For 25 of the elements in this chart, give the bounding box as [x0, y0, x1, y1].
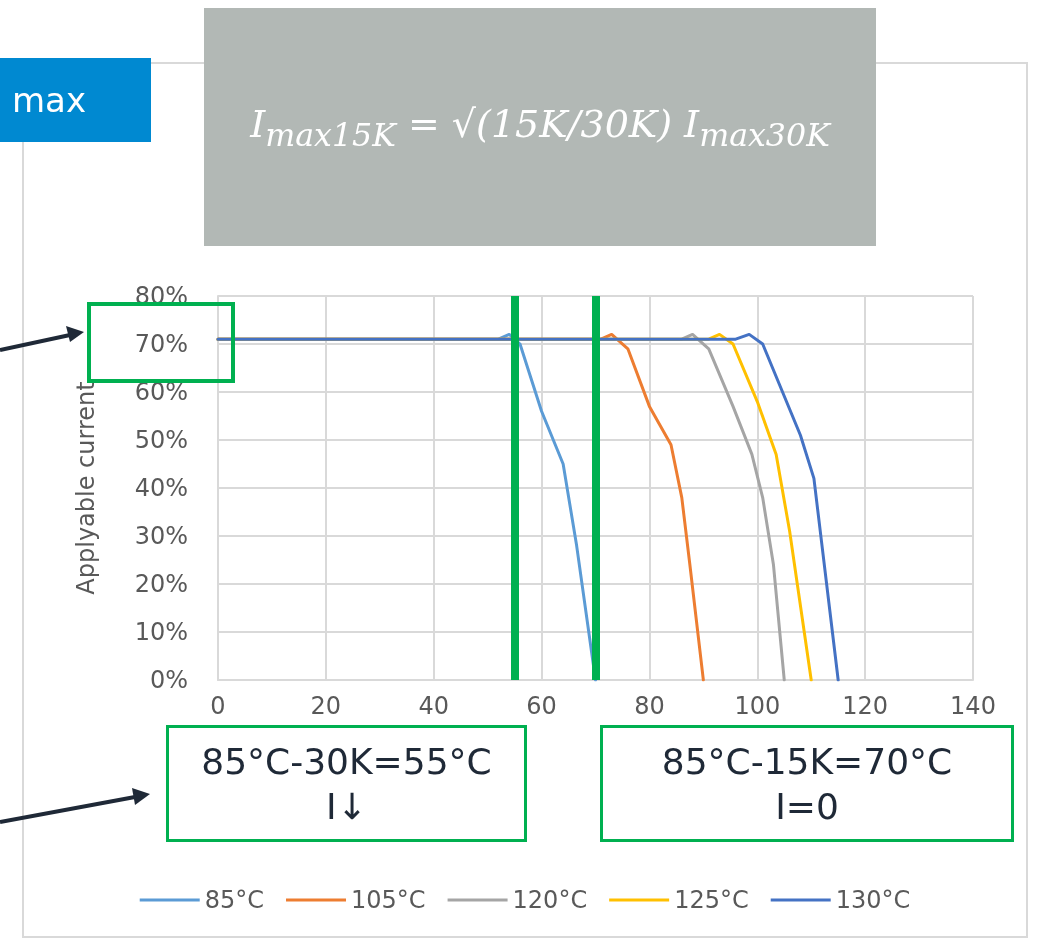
text: I$_{max15K}$ = √(15K/30K) I$_{max30K}$	[250, 101, 830, 153]
legend-label: 130°C	[835, 886, 911, 914]
x-tick-label: 100	[734, 692, 781, 720]
text: 85°C-15K=70°C I=0	[661, 739, 953, 829]
x-tick-label: 140	[950, 692, 996, 720]
y-tick-label: 50%	[134, 426, 188, 454]
x-tick-label: 60	[526, 692, 557, 720]
x-tick-label: 20	[310, 692, 342, 720]
y-axis-title: Applyable current	[72, 381, 100, 595]
legend-label: 120°C	[512, 886, 588, 914]
x-tick-label: 80	[634, 692, 665, 720]
y-tick-label: 10%	[134, 618, 188, 646]
y-tick-label: 30%	[134, 522, 188, 550]
y-tick-label: 70%	[134, 330, 188, 358]
legend-label: 125°C	[674, 886, 749, 914]
text: max	[12, 80, 87, 120]
x-tick-label: 0	[210, 692, 226, 720]
legend-label: 85°C	[204, 886, 265, 914]
y-tick-label: 0%	[149, 666, 188, 694]
text: 85°C-30K=55°C I↓	[201, 739, 492, 829]
y-tick-label: 40%	[134, 474, 188, 502]
x-tick-label: 40	[418, 692, 449, 720]
y-tick-label: 20%	[134, 570, 188, 598]
legend-label: 105°C	[351, 886, 426, 914]
x-tick-label: 120	[842, 692, 889, 720]
